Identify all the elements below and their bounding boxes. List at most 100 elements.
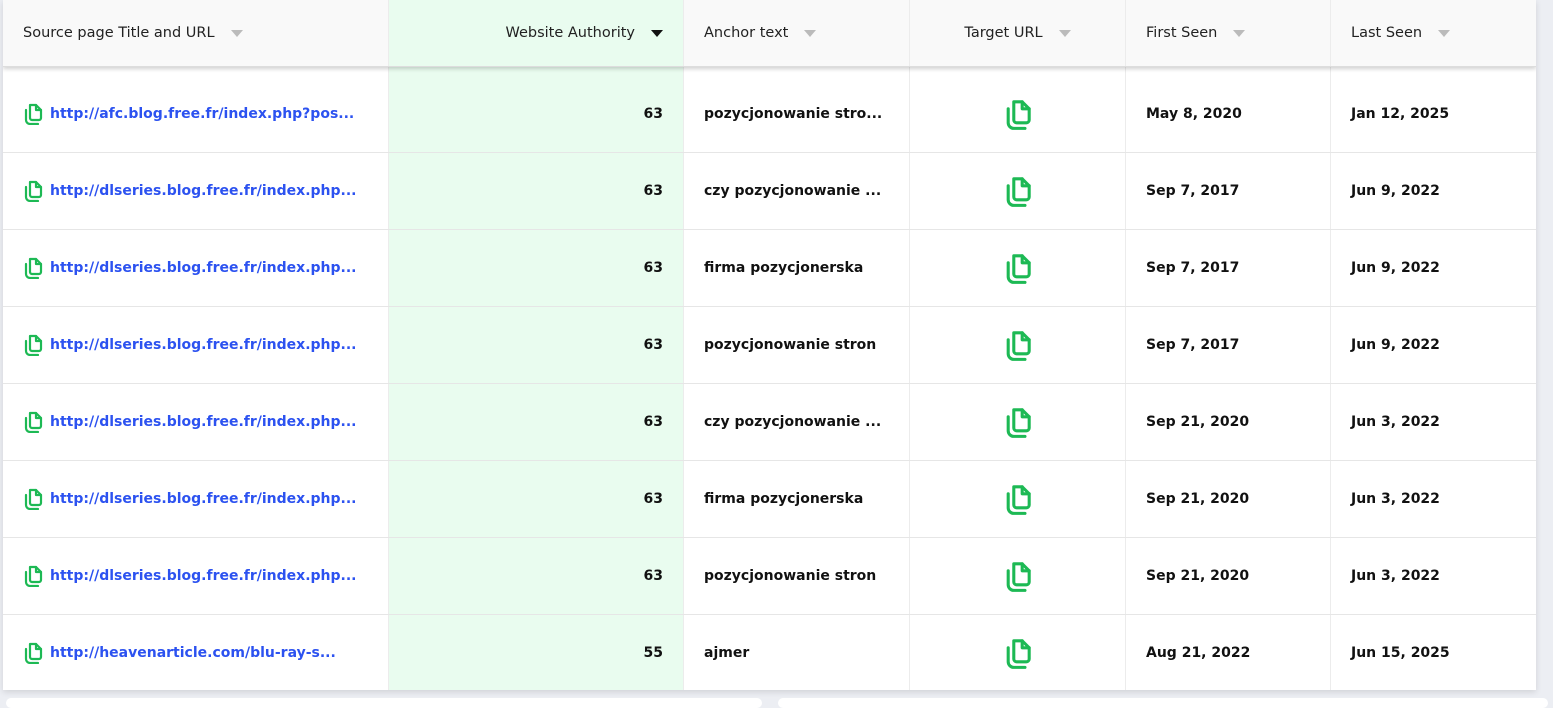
copy-document-icon[interactable] xyxy=(23,103,43,126)
target-url-cell xyxy=(910,153,1126,229)
table-header: Source page Title and URL Website Author… xyxy=(3,0,1536,67)
copy-document-icon[interactable] xyxy=(1004,253,1032,284)
authority-cell: 63 xyxy=(389,461,684,537)
source-cell: http://afc.blog.free.fr/index.php?pos... xyxy=(3,76,389,152)
column-header-anchor[interactable]: Anchor text xyxy=(684,0,910,66)
last-seen-cell: Jun 9, 2022 xyxy=(1351,260,1440,276)
last-seen-cell: Jun 9, 2022 xyxy=(1351,183,1440,199)
authority-cell: 63 xyxy=(389,76,684,152)
authority-cell: 63 xyxy=(389,307,684,383)
copy-document-icon[interactable] xyxy=(23,411,43,434)
target-url-cell xyxy=(910,461,1126,537)
caret-down-icon[interactable] xyxy=(804,29,817,37)
anchor-cell: czy pozycjonowanie ... xyxy=(684,153,910,229)
source-url-link[interactable]: http://heavenarticle.com/blu-ray-s... xyxy=(50,645,336,661)
source-url-link[interactable]: http://dlseries.blog.free.fr/index.php..… xyxy=(50,183,357,199)
source-cell: http://dlseries.blog.free.fr/index.php..… xyxy=(3,538,389,614)
target-url-cell xyxy=(910,76,1126,152)
source-url-link[interactable]: http://dlseries.blog.free.fr/index.php..… xyxy=(50,414,357,430)
first-seen-cell: May 8, 2020 xyxy=(1126,76,1331,152)
anchor-cell: ajmer xyxy=(684,615,910,690)
table-row: http://dlseries.blog.free.fr/index.php..… xyxy=(3,461,1536,538)
copy-document-icon[interactable] xyxy=(1004,407,1032,438)
authority-cell: 55 xyxy=(389,615,684,690)
header-spacer xyxy=(3,67,1536,76)
copy-document-icon[interactable] xyxy=(1004,561,1032,592)
backlinks-table: Source page Title and URL Website Author… xyxy=(3,0,1536,690)
table-row: http://dlseries.blog.free.fr/index.php..… xyxy=(3,538,1536,615)
target-url-cell xyxy=(910,230,1126,306)
source-url-link[interactable]: http://dlseries.blog.free.fr/index.php..… xyxy=(50,260,357,276)
last-seen-cell: Jun 3, 2022 xyxy=(1351,568,1440,584)
source-cell: http://dlseries.blog.free.fr/index.php..… xyxy=(3,384,389,460)
first-seen-cell: Sep 21, 2020 xyxy=(1126,538,1331,614)
anchor-cell: firma pozycjonerska xyxy=(684,461,910,537)
source-cell: http://dlseries.blog.free.fr/index.php..… xyxy=(3,230,389,306)
column-label: Anchor text xyxy=(704,25,789,41)
last-seen-cell: Jun 3, 2022 xyxy=(1351,491,1440,507)
target-url-cell xyxy=(910,307,1126,383)
source-url-link[interactable]: http://dlseries.blog.free.fr/index.php..… xyxy=(50,337,357,353)
source-url-link[interactable]: http://dlseries.blog.free.fr/index.php..… xyxy=(50,491,357,507)
copy-document-icon[interactable] xyxy=(23,642,43,665)
table-row: http://dlseries.blog.free.fr/index.php..… xyxy=(3,153,1536,230)
copy-document-icon[interactable] xyxy=(1004,484,1032,515)
table-body: http://afc.blog.free.fr/index.php?pos...… xyxy=(3,76,1536,690)
column-header-last-seen[interactable]: Last Seen xyxy=(1331,0,1536,66)
column-label: Target URL xyxy=(964,25,1043,41)
copy-document-icon[interactable] xyxy=(23,257,43,280)
target-url-cell xyxy=(910,384,1126,460)
anchor-cell: czy pozycjonowanie ... xyxy=(684,384,910,460)
anchor-cell: pozycjonowanie stro... xyxy=(684,76,910,152)
table-row: http://dlseries.blog.free.fr/index.php..… xyxy=(3,384,1536,461)
last-seen-cell: Jun 9, 2022 xyxy=(1351,337,1440,353)
first-seen-cell: Sep 21, 2020 xyxy=(1126,384,1331,460)
authority-cell: 63 xyxy=(389,384,684,460)
caret-down-icon[interactable] xyxy=(230,29,243,37)
source-cell: http://dlseries.blog.free.fr/index.php..… xyxy=(3,461,389,537)
authority-cell: 63 xyxy=(389,538,684,614)
column-label: Source page Title and URL xyxy=(23,25,215,41)
column-header-first-seen[interactable]: First Seen xyxy=(1126,0,1331,66)
table-row: http://heavenarticle.com/blu-ray-s... 55… xyxy=(3,615,1536,690)
first-seen-cell: Sep 21, 2020 xyxy=(1126,461,1331,537)
copy-document-icon[interactable] xyxy=(23,180,43,203)
column-header-authority[interactable]: Website Authority xyxy=(389,0,684,66)
anchor-cell: pozycjonowanie stron xyxy=(684,307,910,383)
copy-document-icon[interactable] xyxy=(1004,176,1032,207)
copy-document-icon[interactable] xyxy=(23,565,43,588)
anchor-cell: pozycjonowanie stron xyxy=(684,538,910,614)
last-seen-cell: Jan 12, 2025 xyxy=(1351,106,1450,122)
authority-cell: 63 xyxy=(389,153,684,229)
anchor-cell: firma pozycjonerska xyxy=(684,230,910,306)
bottom-card xyxy=(778,698,1548,708)
table-row: http://dlseries.blog.free.fr/index.php..… xyxy=(3,230,1536,307)
column-header-target[interactable]: Target URL xyxy=(910,0,1126,66)
caret-down-icon[interactable] xyxy=(1438,29,1451,37)
last-seen-cell: Jun 3, 2022 xyxy=(1351,414,1440,430)
column-header-source[interactable]: Source page Title and URL xyxy=(3,0,389,66)
copy-document-icon[interactable] xyxy=(1004,330,1032,361)
copy-document-icon[interactable] xyxy=(23,334,43,357)
authority-cell: 63 xyxy=(389,230,684,306)
source-url-link[interactable]: http://afc.blog.free.fr/index.php?pos... xyxy=(50,106,355,122)
table-row: http://dlseries.blog.free.fr/index.php..… xyxy=(3,307,1536,384)
caret-down-icon[interactable] xyxy=(651,29,663,37)
caret-down-icon[interactable] xyxy=(1233,29,1246,37)
first-seen-cell: Sep 7, 2017 xyxy=(1126,307,1331,383)
source-cell: http://dlseries.blog.free.fr/index.php..… xyxy=(3,307,389,383)
copy-document-icon[interactable] xyxy=(1004,638,1032,669)
copy-document-icon[interactable] xyxy=(1004,99,1032,130)
source-url-link[interactable]: http://dlseries.blog.free.fr/index.php..… xyxy=(50,568,357,584)
source-cell: http://dlseries.blog.free.fr/index.php..… xyxy=(3,153,389,229)
first-seen-cell: Sep 7, 2017 xyxy=(1126,230,1331,306)
table-row: http://afc.blog.free.fr/index.php?pos...… xyxy=(3,76,1536,153)
first-seen-cell: Sep 7, 2017 xyxy=(1126,153,1331,229)
caret-down-icon[interactable] xyxy=(1058,29,1071,37)
source-cell: http://heavenarticle.com/blu-ray-s... xyxy=(3,615,389,690)
first-seen-cell: Aug 21, 2022 xyxy=(1126,615,1331,690)
target-url-cell xyxy=(910,615,1126,690)
copy-document-icon[interactable] xyxy=(23,488,43,511)
bottom-card xyxy=(6,698,762,708)
column-label: Last Seen xyxy=(1351,25,1423,41)
